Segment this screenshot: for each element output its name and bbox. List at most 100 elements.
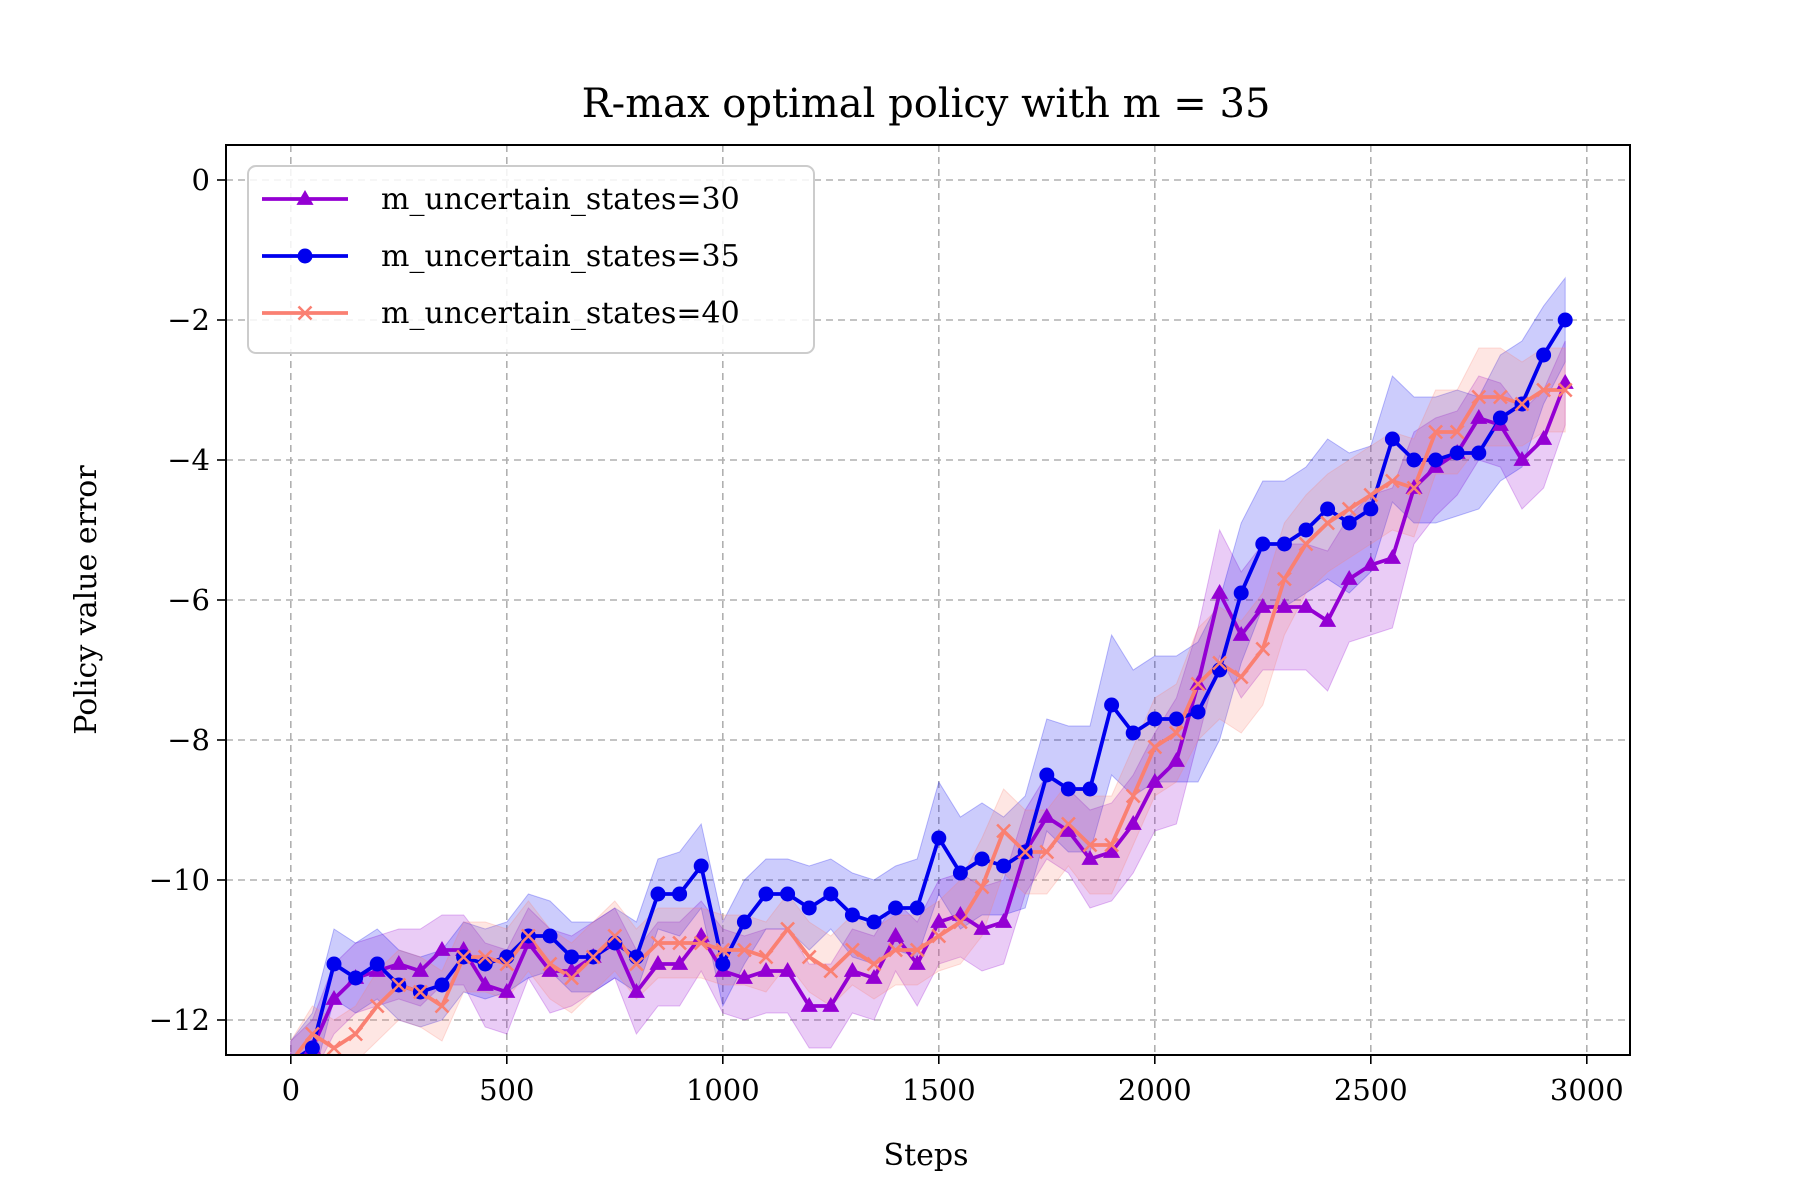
data-point-series-2 <box>1320 501 1336 517</box>
legend-marker <box>296 190 314 205</box>
data-point-series-2 <box>974 851 990 867</box>
data-point-series-3 <box>304 1026 320 1042</box>
data-point-series-1 <box>1124 815 1142 830</box>
series-markers <box>284 312 1574 1055</box>
data-point-series-3 <box>996 823 1012 839</box>
data-point-series-2 <box>1492 410 1508 426</box>
data-point-series-1 <box>995 913 1013 928</box>
data-point-series-2 <box>780 886 796 902</box>
data-point-series-1 <box>1081 850 1099 865</box>
data-point-series-2 <box>1341 515 1357 531</box>
data-point-series-2 <box>1104 697 1120 713</box>
data-point-series-1 <box>1297 598 1315 613</box>
data-point-series-1 <box>1319 612 1337 627</box>
data-point-series-3 <box>1255 641 1271 657</box>
confidence-band-series-2 <box>290 276 1566 1055</box>
legend: m_uncertain_states=30 m_uncertain_states=… <box>247 165 815 354</box>
data-point-series-1 <box>757 962 775 977</box>
data-point-series-3 <box>1363 487 1379 503</box>
data-point-series-3 <box>801 949 817 965</box>
confidence-bands <box>290 276 1566 1055</box>
x-tick-label: 3000 <box>1550 1073 1624 1107</box>
data-point-series-3 <box>1341 501 1357 517</box>
data-point-series-1 <box>887 927 905 942</box>
data-point-series-3 <box>585 949 601 965</box>
confidence-band-series-1 <box>290 340 1566 1055</box>
x-tick-label: 2000 <box>1118 1073 1192 1107</box>
data-point-series-3 <box>1384 473 1400 489</box>
data-point-series-1 <box>390 955 408 970</box>
y-tick-label: −10 <box>149 863 210 897</box>
data-point-series-3 <box>650 935 666 951</box>
data-point-series-3 <box>499 956 515 972</box>
data-point-series-2 <box>736 914 752 930</box>
y-tick-label: 0 <box>192 163 210 197</box>
data-point-series-1 <box>779 962 797 977</box>
data-point-series-2 <box>1363 501 1379 517</box>
data-point-series-3 <box>520 928 536 944</box>
data-point-series-3 <box>1104 837 1120 853</box>
data-point-series-2 <box>650 886 666 902</box>
data-point-series-2 <box>326 956 342 972</box>
x-tick-label: 2500 <box>1334 1073 1408 1107</box>
data-point-series-1 <box>476 976 494 991</box>
data-point-series-1 <box>325 990 343 1005</box>
data-point-series-2 <box>1060 781 1076 797</box>
data-point-series-2 <box>1406 452 1422 468</box>
data-point-series-3 <box>1147 739 1163 755</box>
data-point-series-3 <box>866 956 882 972</box>
data-point-series-3 <box>693 935 709 951</box>
data-point-series-1 <box>1254 598 1272 613</box>
data-point-series-2 <box>909 900 925 916</box>
data-point-series-3 <box>1320 515 1336 531</box>
data-point-series-3 <box>564 970 580 986</box>
data-point-series-3 <box>456 949 472 965</box>
data-point-series-1 <box>1470 409 1488 424</box>
data-point-series-1 <box>1103 843 1121 858</box>
data-point-series-2 <box>434 977 450 993</box>
data-point-series-1 <box>843 962 861 977</box>
data-point-series-3 <box>909 942 925 958</box>
data-point-series-3 <box>844 942 860 958</box>
chart-title: R-max optimal policy with m = 35 <box>582 81 1271 127</box>
legend-box <box>247 165 815 354</box>
data-point-series-1 <box>908 955 926 970</box>
data-point-series-1 <box>1146 773 1164 788</box>
data-point-series-3 <box>412 984 428 1000</box>
data-point-series-3 <box>1557 382 1573 398</box>
data-point-series-3 <box>326 1040 342 1055</box>
legend-label: m_uncertain_states=40 <box>381 296 740 331</box>
data-point-series-3 <box>1536 382 1552 398</box>
data-point-series-1 <box>1275 598 1293 613</box>
data-point-series-2 <box>1255 536 1271 552</box>
data-point-series-2 <box>866 914 882 930</box>
data-point-series-2 <box>369 956 385 972</box>
data-point-series-3 <box>1492 389 1508 405</box>
data-point-series-3 <box>1190 676 1206 692</box>
data-point-series-3 <box>780 921 796 937</box>
data-point-series-3 <box>672 935 688 951</box>
data-point-series-3 <box>434 998 450 1014</box>
data-point-series-2 <box>1233 585 1249 601</box>
data-point-series-2 <box>542 928 558 944</box>
data-point-series-3 <box>348 1026 364 1042</box>
data-point-series-2 <box>1168 711 1184 727</box>
data-point-series-3 <box>607 928 623 944</box>
data-point-series-3 <box>1060 816 1076 832</box>
y-axis-label: Policy value error <box>69 465 104 735</box>
data-point-series-3 <box>1039 844 1055 860</box>
data-point-series-1 <box>1059 822 1077 837</box>
data-point-series-2 <box>348 970 364 986</box>
data-point-series-3 <box>736 942 752 958</box>
x-tick-label: 500 <box>479 1073 534 1107</box>
data-point-series-2 <box>801 900 817 916</box>
data-point-series-1 <box>1340 570 1358 585</box>
x-tick-label: 1500 <box>902 1073 976 1107</box>
x-tick-label: 1000 <box>686 1073 760 1107</box>
data-point-series-2 <box>844 907 860 923</box>
data-point-series-3 <box>369 998 385 1014</box>
data-point-series-3 <box>1017 844 1033 860</box>
data-point-series-1 <box>865 969 883 984</box>
data-point-series-3 <box>628 956 644 972</box>
data-point-series-2 <box>715 956 731 972</box>
